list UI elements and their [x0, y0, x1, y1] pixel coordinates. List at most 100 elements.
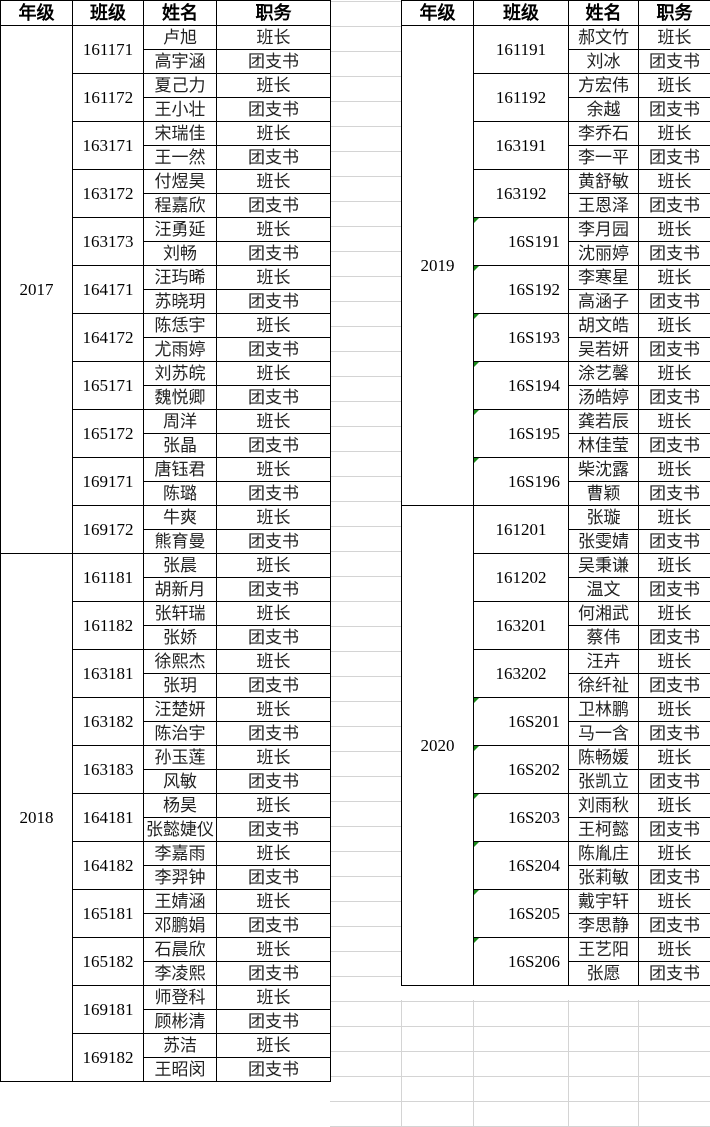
student-name-cell[interactable]: 徐纤祉 — [568, 673, 639, 698]
class-cell[interactable]: 163202 — [473, 649, 569, 698]
class-cell[interactable]: 16S196 — [473, 457, 569, 506]
class-cell[interactable]: 169181 — [72, 985, 144, 1034]
role-cell[interactable]: 班长 — [638, 697, 710, 722]
student-name-cell[interactable]: 风敏 — [143, 769, 217, 794]
grade-cell[interactable]: 2020 — [401, 505, 474, 986]
role-cell[interactable]: 班长 — [216, 601, 331, 626]
student-name-cell[interactable]: 柴沈露 — [568, 457, 639, 482]
role-cell[interactable]: 班长 — [216, 361, 331, 386]
role-cell[interactable]: 团支书 — [216, 721, 331, 746]
role-cell[interactable]: 班长 — [216, 313, 331, 338]
grade-cell[interactable]: 2019 — [401, 25, 474, 506]
student-name-cell[interactable]: 何湘武 — [568, 601, 639, 626]
student-name-cell[interactable]: 刘畅 — [143, 241, 217, 266]
role-cell[interactable]: 班长 — [638, 889, 710, 914]
role-cell[interactable]: 团支书 — [638, 817, 710, 842]
role-cell[interactable]: 班长 — [216, 841, 331, 866]
class-cell[interactable]: 163201 — [473, 601, 569, 650]
student-name-cell[interactable]: 蔡伟 — [568, 625, 639, 650]
class-cell[interactable]: 16S203 — [473, 793, 569, 842]
role-cell[interactable]: 团支书 — [638, 961, 710, 986]
class-cell[interactable]: 169182 — [72, 1033, 144, 1082]
header-name[interactable]: 姓名 — [143, 0, 217, 26]
role-cell[interactable]: 团支书 — [216, 241, 331, 266]
role-cell[interactable]: 团支书 — [638, 289, 710, 314]
role-cell[interactable]: 团支书 — [216, 193, 331, 218]
student-name-cell[interactable]: 汪玙晞 — [143, 265, 217, 290]
student-name-cell[interactable]: 李凌熙 — [143, 961, 217, 986]
role-cell[interactable]: 团支书 — [638, 193, 710, 218]
role-cell[interactable]: 班长 — [216, 505, 331, 530]
role-cell[interactable]: 团支书 — [638, 865, 710, 890]
student-name-cell[interactable]: 张莉敏 — [568, 865, 639, 890]
student-name-cell[interactable]: 师登科 — [143, 985, 217, 1010]
role-cell[interactable]: 团支书 — [638, 97, 710, 122]
student-name-cell[interactable]: 张璇 — [568, 505, 639, 530]
student-name-cell[interactable]: 刘雨秋 — [568, 793, 639, 818]
header-class[interactable]: 班级 — [473, 0, 569, 26]
role-cell[interactable]: 团支书 — [638, 481, 710, 506]
student-name-cell[interactable]: 张娇 — [143, 625, 217, 650]
student-name-cell[interactable]: 熊育曼 — [143, 529, 217, 554]
class-cell[interactable]: 16S192 — [473, 265, 569, 314]
student-name-cell[interactable]: 王恩泽 — [568, 193, 639, 218]
role-cell[interactable]: 班长 — [216, 121, 331, 146]
student-name-cell[interactable]: 魏悦卿 — [143, 385, 217, 410]
student-name-cell[interactable]: 李嘉雨 — [143, 841, 217, 866]
role-cell[interactable]: 团支书 — [638, 241, 710, 266]
role-cell[interactable]: 班长 — [638, 457, 710, 482]
class-cell[interactable]: 161181 — [72, 553, 144, 602]
class-cell[interactable]: 163182 — [72, 697, 144, 746]
role-cell[interactable]: 班长 — [638, 841, 710, 866]
class-cell[interactable]: 164181 — [72, 793, 144, 842]
role-cell[interactable]: 团支书 — [216, 1009, 331, 1034]
class-cell[interactable]: 16S204 — [473, 841, 569, 890]
student-name-cell[interactable]: 汪勇延 — [143, 217, 217, 242]
role-cell[interactable]: 团支书 — [638, 913, 710, 938]
role-cell[interactable]: 班长 — [216, 265, 331, 290]
student-name-cell[interactable]: 王一然 — [143, 145, 217, 170]
student-name-cell[interactable]: 汪楚妍 — [143, 697, 217, 722]
class-cell[interactable]: 163173 — [72, 217, 144, 266]
role-cell[interactable]: 班长 — [216, 217, 331, 242]
student-name-cell[interactable]: 陈胤庄 — [568, 841, 639, 866]
role-cell[interactable]: 班长 — [216, 745, 331, 770]
student-name-cell[interactable]: 李乔石 — [568, 121, 639, 146]
student-name-cell[interactable]: 苏洁 — [143, 1033, 217, 1058]
role-cell[interactable]: 团支书 — [216, 577, 331, 602]
class-cell[interactable]: 165171 — [72, 361, 144, 410]
role-cell[interactable]: 团支书 — [216, 529, 331, 554]
student-name-cell[interactable]: 王昭闵 — [143, 1057, 217, 1082]
header-grade[interactable]: 年级 — [0, 0, 73, 26]
class-cell[interactable]: 16S191 — [473, 217, 569, 266]
student-name-cell[interactable]: 李羿钟 — [143, 865, 217, 890]
class-cell[interactable]: 163181 — [72, 649, 144, 698]
class-cell[interactable]: 16S202 — [473, 745, 569, 794]
student-name-cell[interactable]: 黄舒敏 — [568, 169, 639, 194]
role-cell[interactable]: 班长 — [638, 121, 710, 146]
class-cell[interactable]: 16S194 — [473, 361, 569, 410]
class-cell[interactable]: 161192 — [473, 73, 569, 122]
header-class[interactable]: 班级 — [72, 0, 144, 26]
class-cell[interactable]: 16S205 — [473, 889, 569, 938]
student-name-cell[interactable]: 马一含 — [568, 721, 639, 746]
student-name-cell[interactable]: 胡文皓 — [568, 313, 639, 338]
role-cell[interactable]: 班长 — [216, 457, 331, 482]
grade-cell[interactable]: 2018 — [0, 553, 73, 1082]
student-name-cell[interactable]: 王婧涵 — [143, 889, 217, 914]
student-name-cell[interactable]: 陈恁宇 — [143, 313, 217, 338]
student-name-cell[interactable]: 石晨欣 — [143, 937, 217, 962]
role-cell[interactable]: 团支书 — [638, 337, 710, 362]
role-cell[interactable]: 班长 — [638, 313, 710, 338]
student-name-cell[interactable]: 杨昊 — [143, 793, 217, 818]
role-cell[interactable]: 班长 — [216, 553, 331, 578]
class-cell[interactable]: 163172 — [72, 169, 144, 218]
student-name-cell[interactable]: 卢旭 — [143, 25, 217, 50]
role-cell[interactable]: 班长 — [638, 505, 710, 530]
role-cell[interactable]: 班长 — [216, 985, 331, 1010]
student-name-cell[interactable]: 张晶 — [143, 433, 217, 458]
student-name-cell[interactable]: 付煜昊 — [143, 169, 217, 194]
student-name-cell[interactable]: 邓鹏娟 — [143, 913, 217, 938]
header-role[interactable]: 职务 — [638, 0, 710, 26]
student-name-cell[interactable]: 吴秉谦 — [568, 553, 639, 578]
